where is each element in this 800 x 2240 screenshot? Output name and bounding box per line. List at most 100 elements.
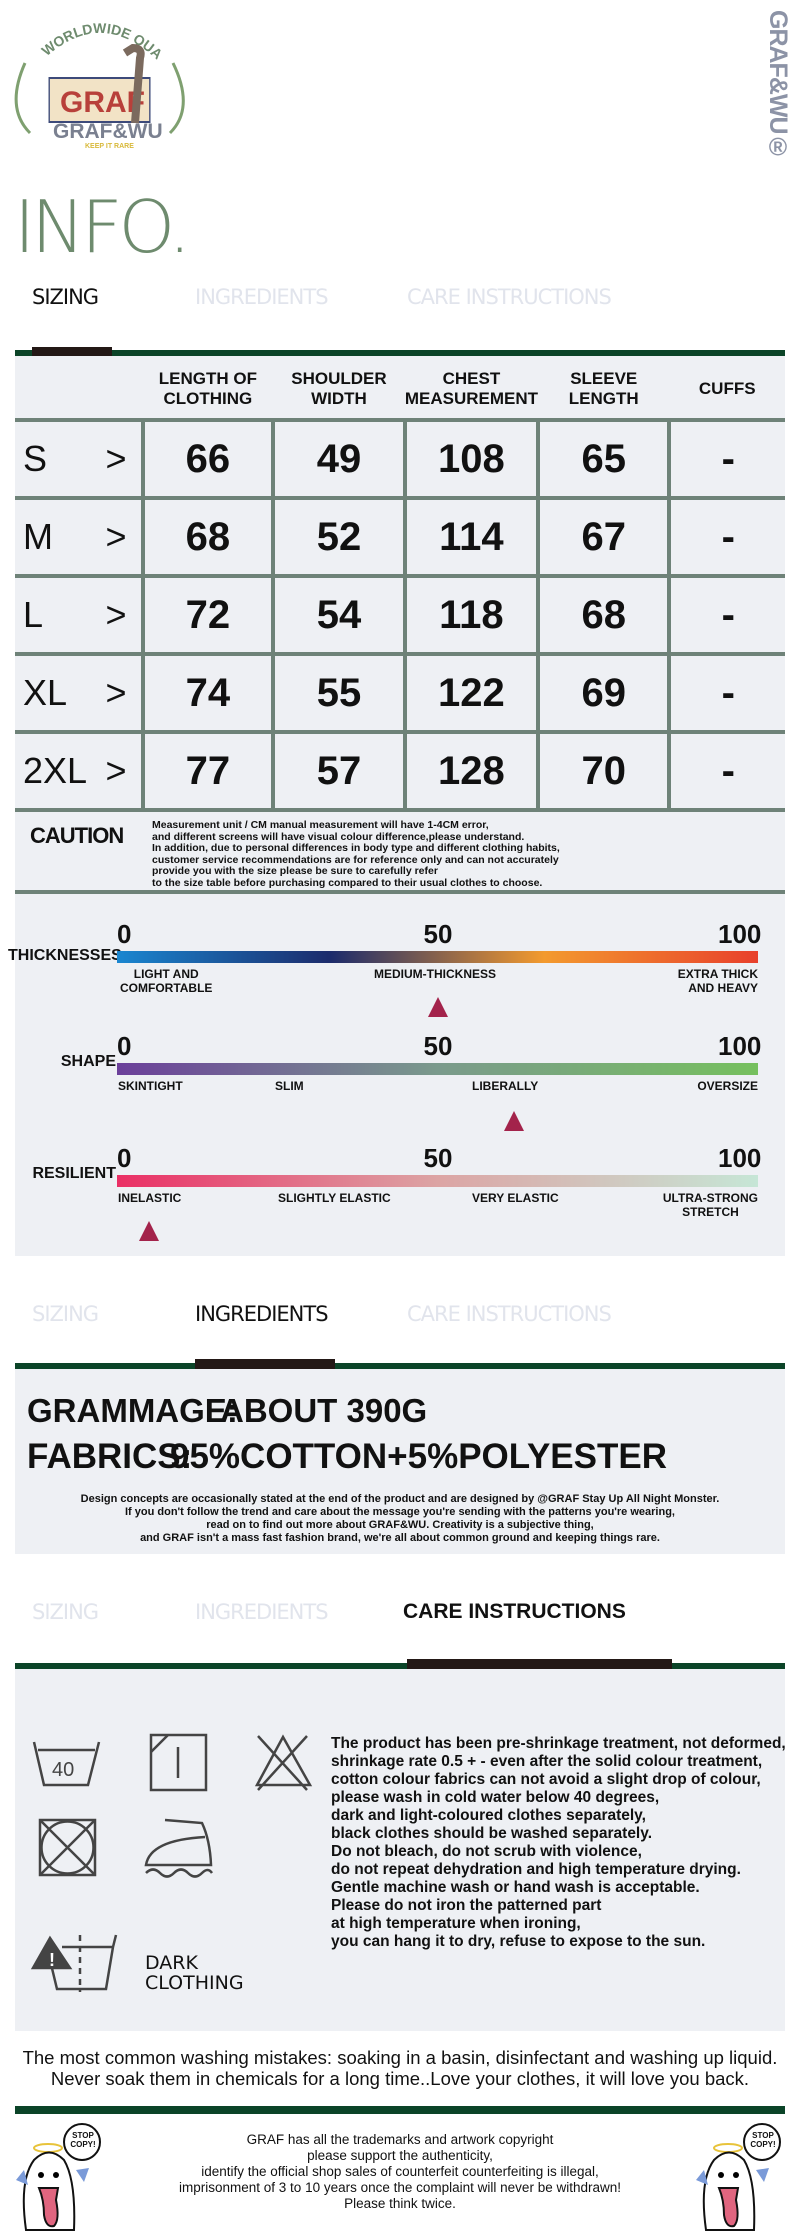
value-cell: 68 <box>535 574 672 656</box>
brand-logo: WORLDWIDE QUALITY GRAF GRAF&WU KEEP IT R… <box>0 0 195 150</box>
care-line: cotton colour fabrics can not avoid a sl… <box>331 1771 761 1788</box>
size-cell: XL > <box>15 652 145 734</box>
scale-caption: SLIGHTLY ELASTIC <box>278 1191 391 1205</box>
value-cell: - <box>667 496 785 578</box>
tab-sizing[interactable]: SIZING <box>32 285 99 309</box>
tab-care-instructions[interactable]: CARE INSTRUCTIONS <box>403 1600 626 1623</box>
footer-line: GRAF has all the trademarks and artwork … <box>246 2132 554 2147</box>
size-cell: L > <box>15 574 145 656</box>
table-row: XL >74 55 122 69- <box>15 652 785 734</box>
scale-caption: LIGHT AND COMFORTABLE <box>120 967 213 995</box>
care-line: at high temperature when ironing, <box>331 1915 581 1932</box>
table-row: 2XL >77 57 128 70- <box>15 730 785 812</box>
size-cell: M > <box>15 496 145 578</box>
scale-marker-icon <box>504 1111 525 1131</box>
scale-marker-icon <box>427 997 448 1017</box>
table-row: M >68 52 114 67- <box>15 496 785 578</box>
column-header: LENGTH OF CLOTHING <box>142 360 274 422</box>
value-cell: - <box>667 574 785 656</box>
design-notes: Design concepts are occasionally stated … <box>0 1493 800 1545</box>
care-text: The product has been pre-shrinkage treat… <box>331 1735 786 1951</box>
copyright-notice: GRAF has all the trademarks and artwork … <box>0 2132 800 2212</box>
no-dryer-icon <box>38 1818 97 1877</box>
tab-ingredients[interactable]: INGREDIENTS <box>195 1302 329 1326</box>
logo-name: GRAF&WU <box>53 120 163 143</box>
scale-caption: OVERSIZE <box>697 1079 758 1093</box>
value-cell: 118 <box>402 574 541 656</box>
column-header: SLEEVE LENGTH <box>538 360 670 422</box>
fabrics-value: 95%COTTON+5%POLYESTER <box>170 1437 667 1476</box>
scale-caption: EXTRA THICK AND HEAVY <box>677 967 758 995</box>
tab-care-instructions[interactable]: CARE INSTRUCTIONS <box>407 285 612 309</box>
tab-sizing[interactable]: SIZING <box>32 1600 99 1624</box>
tick-label: 50 <box>423 1143 453 1173</box>
care-panel <box>15 1669 785 2031</box>
value-cell: 65 <box>535 418 672 500</box>
tumble-dry-icon <box>149 1733 208 1792</box>
tick-label: 0 <box>117 1031 132 1061</box>
size-label: S <box>23 438 48 479</box>
column-header <box>15 360 143 422</box>
care-line: Do not bleach, do not scrub with violenc… <box>331 1843 642 1860</box>
value-cell: 69 <box>535 652 672 734</box>
care-symbols: 40 ! <box>30 1733 313 1992</box>
care-line: shrinkage rate 0.5 + - even after the so… <box>331 1753 763 1770</box>
size-label: XL <box>23 672 68 713</box>
column-header: CUFFS <box>669 360 785 422</box>
scale-caption: SLIM <box>275 1079 304 1093</box>
dark-wash-separately-icon <box>30 1934 118 1992</box>
value-cell: 70 <box>535 730 672 812</box>
value-cell: 52 <box>271 496 407 578</box>
divider <box>15 890 785 894</box>
active-tab-indicator <box>407 1659 672 1671</box>
tick-label: 100 <box>718 919 762 949</box>
washing-mistakes: The most common washing mistakes: soakin… <box>0 2047 800 2089</box>
mistake-line: The most common washing mistakes: soakin… <box>22 2047 778 2068</box>
scale-caption: MEDIUM-THICKNESS <box>374 967 496 981</box>
tab-care-instructions[interactable]: CARE INSTRUCTIONS <box>407 1302 612 1326</box>
svg-text:40: 40 <box>52 1759 74 1781</box>
table-row: S >66 49 108 65- <box>15 418 785 500</box>
care-line: The product has been pre-shrinkage treat… <box>331 1735 786 1752</box>
footer-line: please support the authenticity, <box>307 2148 493 2163</box>
value-cell: 68 <box>140 496 276 578</box>
note-line: If you don't follow the trend and care a… <box>125 1506 675 1518</box>
grammage-label: GRAMMAGE: <box>27 1392 238 1429</box>
divider <box>15 350 785 356</box>
value-cell: 128 <box>402 730 541 812</box>
value-cell: 77 <box>140 730 276 812</box>
care-line: Gentle machine wash or hand wash is acce… <box>331 1879 700 1896</box>
scale-caption: VERY ELASTIC <box>472 1191 559 1205</box>
svg-text:KEEP IT RARE: KEEP IT RARE <box>85 143 134 148</box>
divider <box>15 2106 785 2114</box>
note-line: and GRAF isn't a mass fast fashion brand… <box>140 1532 660 1544</box>
iron-steam-icon <box>144 1818 214 1878</box>
value-cell: 74 <box>140 652 276 734</box>
tab-ingredients[interactable]: INGREDIENTS <box>195 285 329 309</box>
value-cell: 54 <box>271 574 407 656</box>
scale-bar <box>117 1063 758 1075</box>
value-cell: 108 <box>402 418 541 500</box>
size-label: 2XL <box>23 750 88 791</box>
arrow-icon: > <box>105 672 127 713</box>
tab-ingredients[interactable]: INGREDIENTS <box>195 1600 329 1624</box>
scale-caption: INELASTIC <box>118 1191 182 1205</box>
active-tab-indicator <box>195 1359 335 1371</box>
arrow-icon: > <box>105 750 127 791</box>
value-cell: 67 <box>535 496 672 578</box>
divider <box>15 1663 785 1669</box>
care-line: Please do not iron the patterned part <box>331 1897 602 1914</box>
scale-label: RESILIENT <box>32 1165 116 1182</box>
value-cell: - <box>667 652 785 734</box>
no-bleach-icon <box>254 1734 313 1791</box>
arrow-icon: > <box>105 594 127 635</box>
caution-line: and different screens will have visual c… <box>152 830 525 843</box>
scale-label: THICKNESSES <box>8 947 122 964</box>
care-line: you can hang it to dry, refuse to expose… <box>331 1933 706 1950</box>
footer-line: identify the official shop sales of coun… <box>201 2164 599 2179</box>
tick-label: 0 <box>117 919 132 949</box>
value-cell: 55 <box>271 652 407 734</box>
tab-sizing[interactable]: SIZING <box>32 1302 99 1326</box>
value-cell: 49 <box>271 418 407 500</box>
mistake-line: Never soak them in chemicals for a long … <box>50 2068 750 2089</box>
